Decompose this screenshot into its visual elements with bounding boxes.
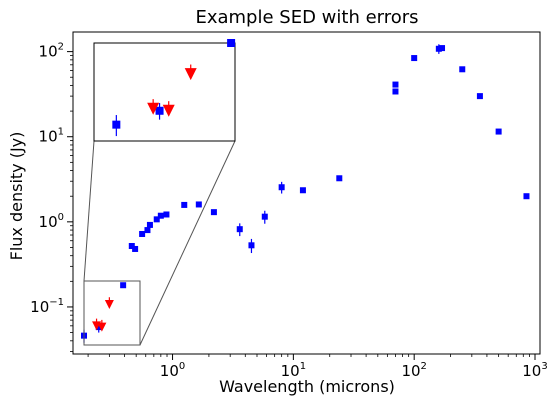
data-point <box>163 211 170 218</box>
x-tick-label: 101 <box>281 361 306 380</box>
data-point <box>181 201 188 208</box>
data-point <box>336 175 343 182</box>
data-point <box>95 324 102 331</box>
inset-zoom <box>93 39 236 142</box>
data-point <box>128 243 135 250</box>
data-point <box>146 221 153 228</box>
y-axis-label: Flux density (Jy) <box>7 132 26 261</box>
data-point <box>153 216 160 223</box>
data-point <box>157 212 164 219</box>
inset-zoom-lines <box>83 140 236 346</box>
chart-title: Example SED with errors <box>195 7 418 28</box>
data-point <box>210 209 217 216</box>
data-point <box>411 55 418 62</box>
data-point <box>476 93 483 100</box>
data-point <box>139 230 146 237</box>
data-point <box>392 88 399 95</box>
data-point <box>523 193 530 200</box>
data-point <box>495 128 502 135</box>
data-point <box>144 227 151 234</box>
inset-data-point <box>227 39 236 47</box>
inset-data-point <box>155 106 164 115</box>
plot-marks <box>81 44 530 343</box>
x-tick-label: 100 <box>160 361 185 380</box>
data-point <box>132 245 139 252</box>
inset-data-point <box>112 120 121 129</box>
data-point <box>248 242 255 249</box>
data-point <box>195 201 202 208</box>
data-point <box>459 66 466 73</box>
zoom-line <box>139 140 236 346</box>
data-point <box>278 184 285 191</box>
y-tick-label: 10−1 <box>30 297 64 316</box>
inset-source-box <box>83 280 141 346</box>
y-tick-label: 100 <box>39 212 64 231</box>
x-axis-label: Wavelength (microns) <box>219 377 395 396</box>
data-point <box>120 282 127 289</box>
zoom-line <box>83 140 95 282</box>
x-tick-label: 102 <box>401 361 426 380</box>
data-point <box>439 45 446 52</box>
inset-marks <box>112 39 236 137</box>
data-point <box>299 187 306 194</box>
y-tick-label: 101 <box>39 127 64 146</box>
data-point <box>435 45 442 52</box>
data-point <box>261 213 268 220</box>
y-tick-label: 102 <box>39 42 64 61</box>
data-point <box>392 81 399 88</box>
plot-frame <box>72 31 541 355</box>
data-point <box>236 226 243 233</box>
x-tick-label: 103 <box>522 361 547 380</box>
